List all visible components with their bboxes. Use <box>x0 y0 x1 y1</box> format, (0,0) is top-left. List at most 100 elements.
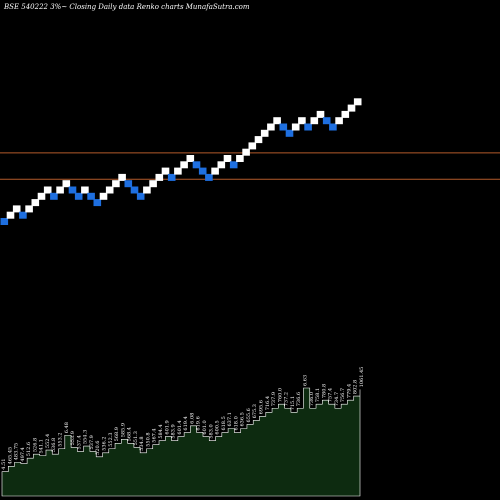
down-brick <box>136 192 145 200</box>
volume-label: 4.51 <box>1 459 7 470</box>
down-brick <box>229 161 238 169</box>
down-brick <box>19 211 27 219</box>
volume-label: 618.5 <box>221 416 227 430</box>
down-brick <box>0 218 9 225</box>
volume-label: 551.3 <box>133 431 139 445</box>
volume-label: 715.1 <box>290 396 296 410</box>
up-brick <box>56 186 64 194</box>
volume-label: 483.75 <box>14 443 20 461</box>
up-brick <box>211 167 219 175</box>
up-brick <box>25 205 33 213</box>
volume-label: 675.3 <box>252 404 258 418</box>
volume-label: 636.5 <box>240 412 246 426</box>
down-brick <box>192 161 201 169</box>
volume-label: 758.1 <box>315 388 321 402</box>
down-brick <box>285 129 294 137</box>
volume-label: 552.4 <box>45 434 51 448</box>
volume-label: 6.63 <box>302 375 308 386</box>
volume-label: 584.4 <box>158 424 164 438</box>
renko-bricks <box>0 98 362 225</box>
volume-label: 619.4 <box>183 416 189 430</box>
volume-label: 567.4 <box>152 428 158 442</box>
up-brick <box>186 155 195 162</box>
volume-label: 520.6 <box>95 441 101 455</box>
up-brick <box>310 117 319 125</box>
volume-label: 553.9 <box>70 431 76 445</box>
volume-label: 497.4 <box>20 447 26 461</box>
volume-area <box>1 387 361 497</box>
up-brick <box>149 180 157 188</box>
volume-label: 734.7 <box>334 392 340 406</box>
volume-label: 737.2 <box>284 392 290 406</box>
volume-label: 536.2 <box>101 436 107 450</box>
volume-label: 465.45 <box>7 447 13 465</box>
up-brick <box>273 117 281 125</box>
volume-label: 600.5 <box>215 420 221 434</box>
volume-label: 552.3 <box>108 432 114 446</box>
up-brick <box>316 110 325 118</box>
volume-label: 568.4 <box>127 427 133 441</box>
up-brick <box>112 180 120 188</box>
up-brick <box>161 167 170 175</box>
volume-labels: 4.51 465.45 483.75 497.4 512.6 526.8 541.1 552.… <box>1 367 365 470</box>
volume-label: 585.9 <box>120 423 126 437</box>
up-brick <box>254 136 263 144</box>
volume-label: 537.9 <box>89 435 95 449</box>
up-brick <box>43 186 52 194</box>
up-brick <box>267 123 275 131</box>
volume-label: 512.6 <box>26 442 32 456</box>
up-brick <box>143 186 151 194</box>
down-brick <box>329 123 337 131</box>
up-brick <box>118 173 126 181</box>
reference-lines <box>0 152 500 180</box>
volume-label: 1061.45 <box>359 367 365 388</box>
up-brick <box>62 180 71 188</box>
down-brick <box>130 186 139 194</box>
up-brick <box>12 205 21 213</box>
volume-label: 760.0 <box>277 388 283 402</box>
up-brick <box>341 110 350 118</box>
down-brick <box>167 173 176 181</box>
up-brick <box>174 167 182 175</box>
up-brick <box>260 129 269 137</box>
volume-label: 757.4 <box>328 388 334 402</box>
chart-title: BSE 540222 3%~ Closing Daily data Renko … <box>3 3 250 11</box>
up-brick <box>217 161 226 169</box>
volume-label: 601.0 <box>202 420 208 434</box>
volume-label: 736.0 <box>309 392 315 406</box>
volume-label: 553.2 <box>58 432 64 446</box>
volume-label: 780.8 <box>321 384 327 398</box>
up-brick <box>298 117 306 125</box>
up-brick <box>242 148 250 156</box>
volume-label: 583.0 <box>208 424 214 438</box>
up-brick <box>99 192 108 200</box>
up-brick <box>223 155 232 162</box>
volume-label: 756.7 <box>340 388 346 402</box>
down-brick <box>322 117 331 125</box>
volume-label: 802.8 <box>353 380 359 394</box>
volume-label: 537.4 <box>76 435 82 449</box>
volume-area-path <box>1 387 361 497</box>
volume-label: 526.8 <box>32 438 38 452</box>
up-brick <box>31 199 40 207</box>
down-brick <box>198 167 207 175</box>
down-brick <box>279 123 288 131</box>
up-brick <box>6 211 15 219</box>
down-brick <box>68 186 77 194</box>
down-brick <box>124 180 133 188</box>
volume-label: 536.8 <box>51 438 57 452</box>
up-brick <box>291 123 300 131</box>
up-brick <box>155 173 164 181</box>
volume-label: 601.4 <box>177 420 183 434</box>
up-brick <box>335 117 343 125</box>
down-brick <box>205 173 213 181</box>
volume-label: 534.8 <box>139 436 145 450</box>
down-brick <box>87 192 95 200</box>
volume-label: 779.4 <box>346 384 352 398</box>
up-brick <box>105 186 114 194</box>
volume-label: 695.6 <box>259 400 265 414</box>
down-brick <box>304 123 312 131</box>
volume-label: 618.0 <box>233 416 239 430</box>
